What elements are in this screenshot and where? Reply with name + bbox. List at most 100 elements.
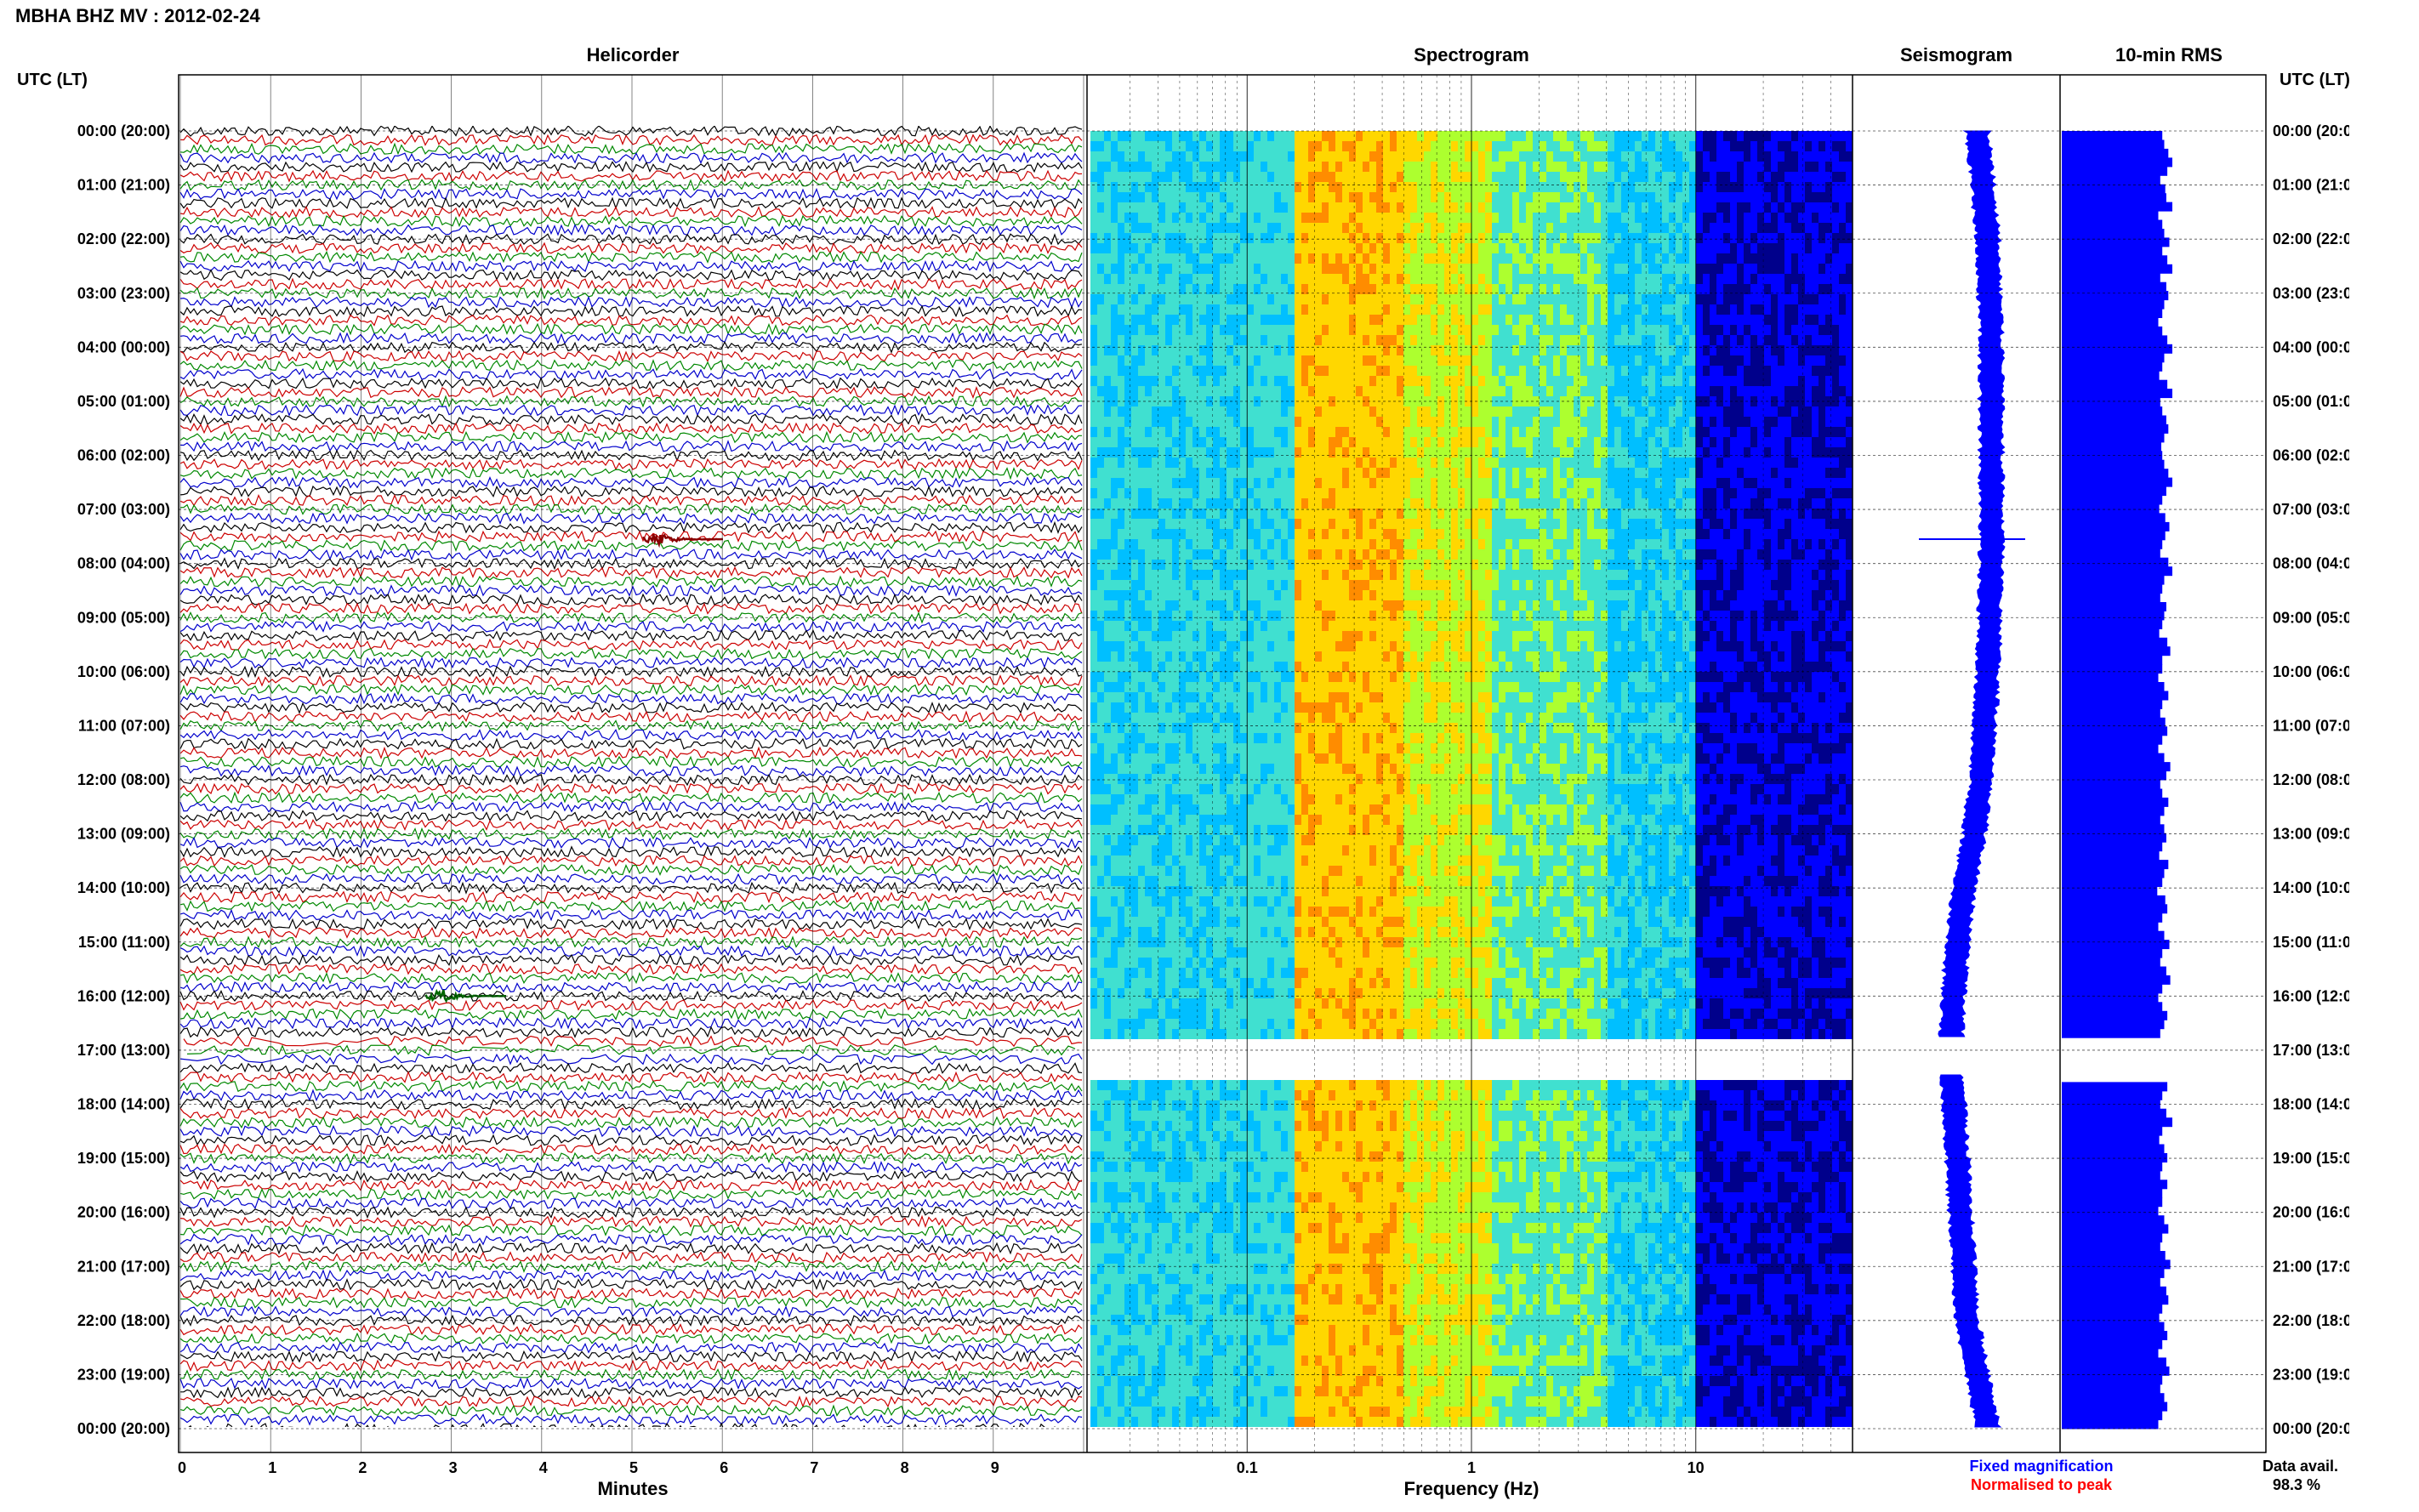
helicorder-trace	[180, 901, 1082, 911]
spectrogram-cell	[1138, 1192, 1145, 1202]
spectrogram-cell	[1145, 1151, 1152, 1162]
spectrogram-cell	[1124, 141, 1131, 151]
helicorder-trace	[180, 1378, 1082, 1389]
spectrogram-cell	[1111, 1294, 1118, 1305]
spectrogram-cell	[1104, 1243, 1111, 1253]
helicorder-trace	[180, 1361, 1082, 1371]
spectrogram-cell	[1138, 386, 1145, 396]
spectrogram-cell	[1104, 794, 1111, 804]
spectrogram-cell	[1145, 406, 1152, 417]
spectrogram-cell	[1111, 958, 1118, 968]
spectrogram-cell	[1158, 468, 1165, 478]
helicorder-trace	[180, 162, 1082, 172]
spectrogram-cell	[1131, 907, 1138, 917]
spectrogram-cell	[1124, 274, 1131, 284]
spectrogram-cell	[1104, 1080, 1111, 1090]
spectrogram-cell	[1111, 692, 1118, 702]
spectrogram-cell	[1124, 509, 1131, 519]
spectrogram-cell	[1097, 611, 1104, 621]
spectrogram-cell	[1138, 998, 1145, 1009]
spectrogram-cell	[1118, 478, 1124, 488]
spectrogram-cell	[1131, 753, 1138, 764]
spectrogram-cell	[1090, 682, 1097, 692]
spectrogram-cell	[1104, 458, 1111, 468]
spectrogram-cell	[1097, 1172, 1104, 1182]
helicorder-panel	[180, 75, 1084, 1452]
spectrogram-cell	[1118, 253, 1124, 264]
spectrogram-cell	[1158, 600, 1165, 611]
spectrogram-cell	[1152, 366, 1158, 376]
helicorder-trace	[180, 765, 1082, 776]
spectrogram-cell	[1138, 1009, 1145, 1019]
spectrogram-cell	[1138, 1019, 1145, 1029]
spectrogram-cell	[1138, 1407, 1145, 1417]
spectrogram-cell	[1118, 1315, 1124, 1325]
spectrogram-cell	[1152, 1151, 1158, 1162]
spectrogram-cell	[1111, 1305, 1118, 1315]
spectrogram-cell	[1124, 539, 1131, 549]
spectrogram-cell	[1131, 978, 1138, 988]
spectrogram-cell	[1152, 988, 1158, 998]
spectrogram-cell	[1104, 1396, 1111, 1407]
spectrogram-cell	[1145, 672, 1152, 682]
spectrogram-cell	[1104, 498, 1111, 509]
spectrogram-cell	[1124, 549, 1131, 560]
spectrogram-cell	[1138, 264, 1145, 274]
spectrogram-cell	[1138, 1100, 1145, 1111]
spectrogram-cell	[1152, 488, 1158, 498]
spectrogram-cell	[1118, 233, 1124, 243]
spectrogram-cell	[1131, 1162, 1138, 1172]
spectrogram-cell	[1090, 1315, 1097, 1325]
helicorder-trace	[180, 622, 1082, 632]
spectrogram-cell	[1158, 447, 1165, 458]
spectrogram-cell	[1124, 151, 1131, 162]
spectrogram-cell	[1145, 345, 1152, 355]
spectrogram-cell	[1090, 1376, 1097, 1386]
spectrogram-cell	[1097, 1335, 1104, 1345]
spectrogram-cell	[1097, 131, 1104, 141]
spectrogram-cell	[1097, 692, 1104, 702]
spectrogram-cell	[1111, 1141, 1118, 1151]
spectrogram-cell	[1090, 151, 1097, 162]
spectrogram-cell	[1152, 1274, 1158, 1284]
spectrogram-cell	[1111, 253, 1118, 264]
spectrogram-cell	[1104, 866, 1111, 876]
spectrogram-cell	[1124, 406, 1131, 417]
spectrogram-cell	[1124, 968, 1131, 978]
spectrogram-cell	[1090, 335, 1097, 345]
spectrogram-cell	[1124, 284, 1131, 294]
spectrogram-cell	[1124, 1182, 1131, 1192]
helicorder-trace	[180, 820, 1082, 830]
helicorder-trace	[180, 1018, 1082, 1028]
spectrogram-cell	[1097, 202, 1104, 213]
spectrogram-cell	[1097, 549, 1104, 560]
spectrogram-cell	[1152, 907, 1158, 917]
spectrogram-cell	[1124, 764, 1131, 774]
spectrogram-cell	[1131, 1019, 1138, 1029]
spectrogram-cell	[1138, 784, 1145, 794]
helicorder-trace	[180, 1126, 1082, 1136]
spectrogram-cell	[1118, 1223, 1124, 1233]
spectrogram-cell	[1158, 1080, 1165, 1090]
spectrogram-cell	[1158, 590, 1165, 600]
spectrogram-cell	[1111, 876, 1118, 886]
helicorder-trace	[180, 802, 1082, 812]
spectrogram-cell	[1104, 580, 1111, 590]
spectrogram-cell	[1124, 1080, 1131, 1090]
spectrogram-cell	[1145, 1019, 1152, 1029]
spectrogram-cell	[1118, 570, 1124, 580]
spectrogram-cell	[1118, 1233, 1124, 1243]
spectrogram-cell	[1138, 1305, 1145, 1315]
spectrogram-cell	[1124, 713, 1131, 723]
spectrogram-cell	[1090, 213, 1097, 223]
spectrogram-cell	[1097, 1305, 1104, 1315]
spectrogram-cell	[1138, 978, 1145, 988]
spectrogram-cell	[1090, 498, 1097, 509]
spectrogram-cell	[1104, 264, 1111, 274]
spectrogram-cell	[1145, 366, 1152, 376]
helicorder-trace	[180, 631, 1082, 641]
spectrogram-cell	[1111, 1356, 1118, 1366]
spectrogram-cell	[1090, 1182, 1097, 1192]
spectrogram-cell	[1118, 213, 1124, 223]
spectrogram-cell	[1124, 855, 1131, 866]
